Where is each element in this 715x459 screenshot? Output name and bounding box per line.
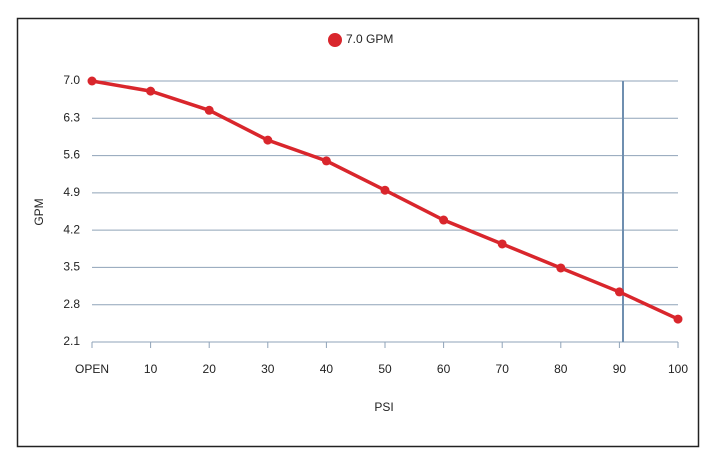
legend-marker <box>328 33 342 47</box>
data-point <box>556 263 566 273</box>
y-tick-label: 7.0 <box>63 73 80 87</box>
data-point <box>673 314 683 324</box>
legend-label: 7.0 GPM <box>346 32 393 46</box>
frame <box>16 17 700 448</box>
x-tick-label: 50 <box>378 362 392 376</box>
y-tick-label: 2.8 <box>63 297 80 311</box>
x-tick-label: 10 <box>144 362 158 376</box>
y-tick-label: 6.3 <box>63 110 80 124</box>
x-tick-label: 80 <box>554 362 568 376</box>
y-tick-label: 5.6 <box>63 148 80 162</box>
x-tick-label: 70 <box>496 362 510 376</box>
x-tick-label: 40 <box>320 362 334 376</box>
y-tick-label: 3.5 <box>63 260 80 274</box>
data-point <box>380 185 390 195</box>
data-point <box>321 156 331 166</box>
data-point <box>146 86 156 96</box>
x-tick-label: 20 <box>203 362 217 376</box>
y-axis-title: GPM <box>32 198 46 225</box>
data-point <box>497 239 507 249</box>
y-tick-label: 4.2 <box>63 222 80 236</box>
data-point <box>263 135 273 145</box>
x-axis-title: PSI <box>374 400 393 414</box>
series-line <box>91 79 679 321</box>
x-tick-label: 60 <box>437 362 451 376</box>
y-tick-label: 2.1 <box>63 334 80 348</box>
x-tick-label: OPEN <box>75 362 109 376</box>
x-tick-label: 90 <box>613 362 627 376</box>
data-point <box>439 215 449 225</box>
x-tick-label: 100 <box>668 362 688 376</box>
data-point <box>614 287 624 297</box>
x-tick-label: 30 <box>261 362 275 376</box>
y-tick-label: 4.9 <box>63 185 80 199</box>
data-point <box>87 76 97 86</box>
data-point <box>204 105 214 115</box>
